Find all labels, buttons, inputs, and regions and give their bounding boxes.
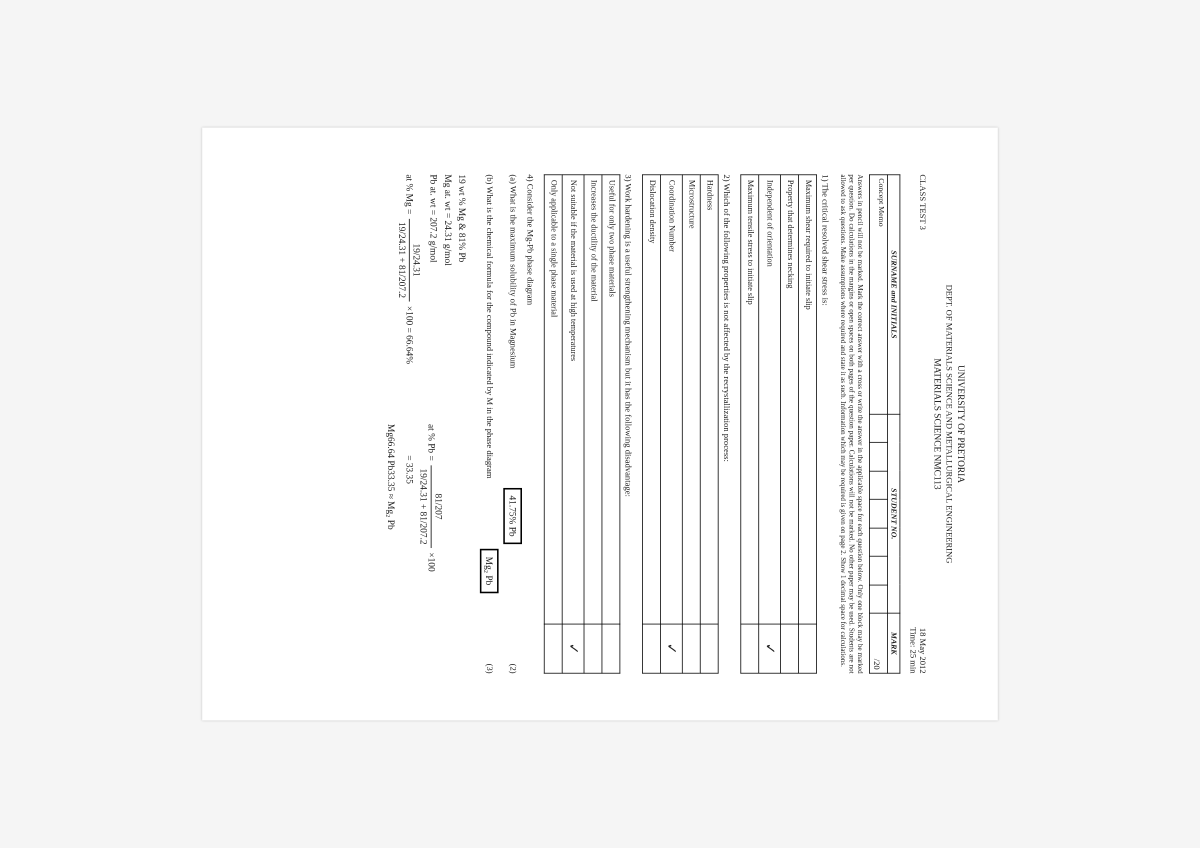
q1-prompt: 1) The critical resolved shear stress is… <box>820 174 829 673</box>
question-4: 4) Consider the Mg-Pb phase diagram (a) … <box>480 174 535 673</box>
q4-prompt: 4) Consider the Mg-Pb phase diagram <box>525 174 534 673</box>
q2-prompt: 2) Which of the following properties is … <box>722 174 731 673</box>
university: UNIVERSITY OF PRETORIA <box>954 174 966 673</box>
calc-l5a: at % Pb = <box>424 424 438 461</box>
frac2-bot: 19/24.31 + 81/207.2 <box>417 465 431 547</box>
q3-opt-2: Not suitable if the material is used at … <box>562 175 584 624</box>
calc-l6: = 33.35 <box>403 455 417 673</box>
calc-l4a: at % Mg = <box>402 174 416 214</box>
instructions: Answers in pencil will not be marked. Ma… <box>839 174 864 673</box>
studentno-label: STUDENT NO. <box>887 414 899 613</box>
q2-options: Hardness Microstructure Coordination Num… <box>642 174 718 673</box>
q2-mark-3 <box>643 624 661 673</box>
q1-mark-3 <box>741 624 759 673</box>
q2-opt-3: Dislocation density <box>643 175 661 624</box>
calc-l4b: ×100 = 66.64% <box>402 306 416 364</box>
q2-mark-0 <box>700 624 718 673</box>
frac1-bot: 19/24.31 + 81/207.2 <box>395 219 409 301</box>
q3-mark-2: ✓ <box>562 624 584 673</box>
department: DEPT. OF MATERIALS SCIENCE AND METALLURG… <box>943 174 954 673</box>
q3-mark-1 <box>584 624 602 673</box>
question-3: 3) Work hardening is a useful strengthen… <box>544 174 633 673</box>
q3-options: Useful for only two phase materials Incr… <box>544 174 620 673</box>
q1-opt-0: Maximum shear required to initiate slip <box>799 175 817 624</box>
student-name: Concept Memo <box>869 175 887 414</box>
q3-prompt: 3) Work hardening is a useful strengthen… <box>623 174 632 673</box>
q1-opt-2: Independent of orientation <box>759 175 781 624</box>
calc-l5b: ×100 <box>424 552 438 571</box>
q4b-text: (b) What is the chemical formula for the… <box>485 174 494 478</box>
test-number: CLASS TEST 3 <box>908 174 927 229</box>
mark-total: /20 <box>869 613 887 673</box>
q2-opt-0: Hardness <box>700 175 718 624</box>
surname-label: SURNAME and INITIALS <box>887 175 899 414</box>
q4a-points: (2) <box>508 664 517 674</box>
frac2-top: 81/207 <box>431 465 446 547</box>
calc-l1: 19 wt % Mg & 81% Pb <box>455 174 469 424</box>
q3-opt-0: Useful for only two phase materials <box>602 175 620 624</box>
q2-mark-1 <box>682 624 700 673</box>
mark-label: MARK <box>887 613 899 673</box>
q4b-answer: Mg₂ Pb <box>480 549 499 593</box>
question-2: 2) Which of the following properties is … <box>642 174 731 673</box>
q2-mark-2: ✓ <box>661 624 683 673</box>
time: Time: 25 min <box>908 627 917 673</box>
q1-mark-1 <box>781 624 799 673</box>
q1-mark-0 <box>799 624 817 673</box>
q3-mark-0 <box>602 624 620 673</box>
q1-mark-2: ✓ <box>759 624 781 673</box>
q1-opt-1: Property that determines necking <box>781 175 799 624</box>
date: 18 May 2012 <box>917 628 926 674</box>
calc-l3: Pb at. wt = 207.2 g/mol <box>427 174 441 424</box>
q1-options: Maximum shear required to initiate slip … <box>740 174 816 673</box>
q3-opt-3: Only applicable to a single phase materi… <box>544 175 562 624</box>
calc-l2: Mg at. wt = 24.31 g/mol <box>441 174 455 424</box>
calc-l7: Mg66.64 Pb33.35 ≈ Mg₂ Pb <box>384 424 398 674</box>
question-1: 1) The critical resolved shear stress is… <box>740 174 829 673</box>
calculations: 19 wt % Mg & 81% Pb Mg at. wt = 24.31 g/… <box>384 174 469 673</box>
student-info-table: SURNAME and INITIALS STUDENT NO. MARK Co… <box>869 174 900 673</box>
q3-opt-1: Increases the ductility of the material <box>584 175 602 624</box>
frac1-top: 19/24.31 <box>409 219 424 301</box>
q4a-answer: 41.75% Pb <box>503 488 522 545</box>
q3-mark-3 <box>544 624 562 673</box>
q4b-points: (3) <box>485 664 494 674</box>
q4a-text: (a) What is the maximum solubility of Pb… <box>508 174 517 368</box>
q1-opt-3: Maximum tensile stress to initiate slip <box>741 175 759 624</box>
course: MATERIALS SCIENCE NMC113 <box>931 174 943 673</box>
q2-opt-2: Coordination Number <box>661 175 683 624</box>
q2-opt-1: Microstructure <box>682 175 700 624</box>
